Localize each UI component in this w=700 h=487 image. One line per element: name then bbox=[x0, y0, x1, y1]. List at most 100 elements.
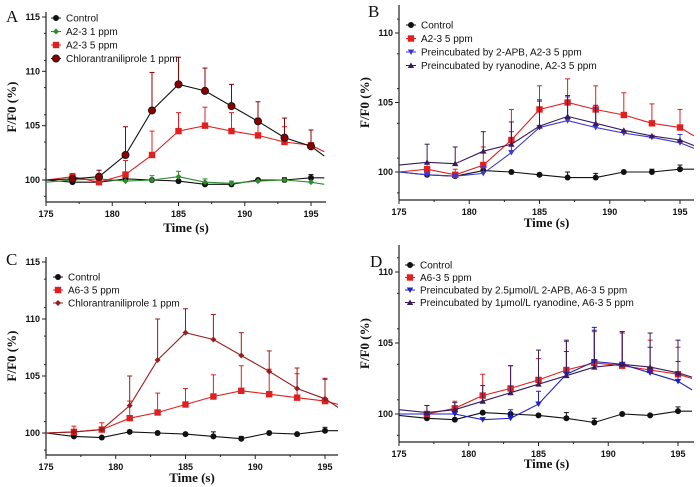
x-tick-label: 180 bbox=[108, 462, 123, 472]
panel-b: B 100 105 110 175 180 185 190 195 Time (s) F/F0 (%… bbox=[357, 2, 694, 230]
x-tick-label: 190 bbox=[248, 462, 263, 472]
data-point bbox=[536, 123, 543, 129]
data-point bbox=[648, 120, 656, 127]
legend-item: Control bbox=[405, 261, 452, 272]
data-point bbox=[508, 141, 515, 147]
data-point bbox=[620, 111, 627, 119]
legend-item: Chlorantraniliprole 1 ppm bbox=[51, 54, 178, 65]
legend-item: Chlorantraniliprole 1 ppm bbox=[53, 299, 180, 310]
data-point bbox=[122, 178, 129, 185]
data-point bbox=[122, 171, 129, 178]
data-point bbox=[676, 137, 684, 143]
y-axis-label: F/F0 (%) bbox=[357, 318, 372, 369]
data-point bbox=[210, 336, 217, 343]
legend-marker bbox=[407, 35, 415, 42]
data-point bbox=[564, 118, 571, 124]
data-point bbox=[253, 117, 262, 126]
y-tick-label: 110 bbox=[378, 28, 393, 38]
legend-marker bbox=[54, 286, 62, 294]
panel-c: C 100 105 110 115 175 180 185 190 195 Time (s) F/F0… bbox=[4, 250, 338, 485]
data-point bbox=[620, 127, 627, 133]
x-tick-label: 190 bbox=[237, 209, 252, 219]
panel-letter: C bbox=[6, 250, 17, 269]
x-tick-label: 190 bbox=[602, 207, 617, 217]
legend-label: Preincubated by ryanodine, A2-3 5 ppm bbox=[421, 61, 597, 72]
legend-marker bbox=[406, 287, 414, 293]
data-point bbox=[175, 127, 182, 135]
data-point bbox=[536, 171, 543, 178]
data-point bbox=[508, 169, 515, 175]
data-point bbox=[648, 169, 655, 175]
panel-letter: D bbox=[370, 252, 382, 271]
legend-marker bbox=[406, 299, 414, 305]
legend-item: A6-3 5 ppm bbox=[53, 286, 120, 297]
legend-item: Preincubated by ryanodine, A2-3 5 ppm bbox=[406, 61, 597, 72]
x-tick-label: 185 bbox=[531, 449, 546, 459]
data-point bbox=[646, 370, 654, 376]
y-axis-label: F/F0 (%) bbox=[4, 82, 19, 133]
data-point bbox=[451, 411, 458, 417]
panel-a: A 100 105 110 115 175 180 185 190 195 Time (s) F/F0… bbox=[4, 7, 326, 235]
legend-item: A6-3 5 ppm bbox=[405, 273, 472, 284]
y-tick-label: 110 bbox=[25, 66, 40, 76]
y-tick-label: 100 bbox=[25, 428, 40, 438]
data-point bbox=[95, 172, 104, 181]
data-point bbox=[647, 412, 654, 419]
data-point bbox=[126, 428, 133, 435]
data-point bbox=[452, 173, 459, 180]
data-point bbox=[228, 180, 235, 187]
series-line bbox=[46, 176, 325, 185]
x-tick-label: 185 bbox=[171, 209, 186, 219]
data-point bbox=[535, 401, 542, 408]
legend-marker bbox=[406, 274, 414, 281]
data-point bbox=[228, 127, 235, 135]
legend-marker bbox=[408, 22, 414, 28]
data-point bbox=[322, 395, 328, 402]
panel-letter: B bbox=[368, 2, 379, 21]
data-point bbox=[148, 151, 156, 159]
series-preincubated-by-1-mol-l-ryanodine-a6-3-5-ppm bbox=[399, 329, 693, 416]
x-tick-label: 195 bbox=[303, 209, 318, 219]
series-line bbox=[46, 332, 338, 434]
y-tick-label: 105 bbox=[25, 371, 40, 381]
data-point bbox=[479, 398, 486, 404]
x-axis-label: Time (s) bbox=[169, 470, 215, 485]
y-axis-label: F/F0 (%) bbox=[357, 77, 372, 128]
data-point bbox=[280, 133, 289, 142]
data-point bbox=[294, 385, 301, 392]
data-point bbox=[675, 408, 681, 415]
data-point bbox=[423, 409, 431, 416]
data-point bbox=[182, 401, 189, 408]
legend-marker bbox=[53, 15, 59, 21]
data-point bbox=[591, 364, 598, 370]
data-point bbox=[126, 414, 133, 422]
data-point bbox=[451, 406, 458, 413]
legend-marker bbox=[52, 54, 61, 63]
data-point bbox=[507, 389, 514, 396]
data-point bbox=[147, 106, 156, 115]
data-point bbox=[98, 426, 105, 433]
x-tick-label: 175 bbox=[38, 209, 53, 219]
legend-label: Chlorantraniliprole 1 ppm bbox=[66, 54, 178, 65]
data-point bbox=[126, 402, 133, 409]
series-line bbox=[399, 410, 692, 424]
data-point bbox=[266, 391, 273, 398]
series-a6-3-5-ppm bbox=[46, 365, 338, 436]
data-point bbox=[479, 417, 486, 423]
legend-label: Chlorantraniliprole 1 ppm bbox=[68, 299, 180, 310]
data-point bbox=[174, 80, 183, 89]
data-point bbox=[149, 177, 155, 183]
x-tick-label: 180 bbox=[461, 449, 476, 459]
series-line bbox=[399, 360, 693, 421]
data-point bbox=[451, 416, 458, 423]
series-control bbox=[399, 406, 692, 426]
series-line bbox=[399, 115, 694, 166]
x-axis-label: Time (s) bbox=[163, 220, 209, 235]
legend-label: Preincubated by 2.5μmol/L 2-APB, A6-3 5 … bbox=[420, 286, 627, 297]
x-tick-label: 190 bbox=[601, 449, 616, 459]
data-point bbox=[255, 178, 261, 185]
panel-letter: A bbox=[6, 7, 19, 26]
data-point bbox=[238, 387, 245, 395]
legend-label: A6-3 5 ppm bbox=[420, 273, 472, 284]
y-tick-label: 115 bbox=[25, 12, 40, 22]
